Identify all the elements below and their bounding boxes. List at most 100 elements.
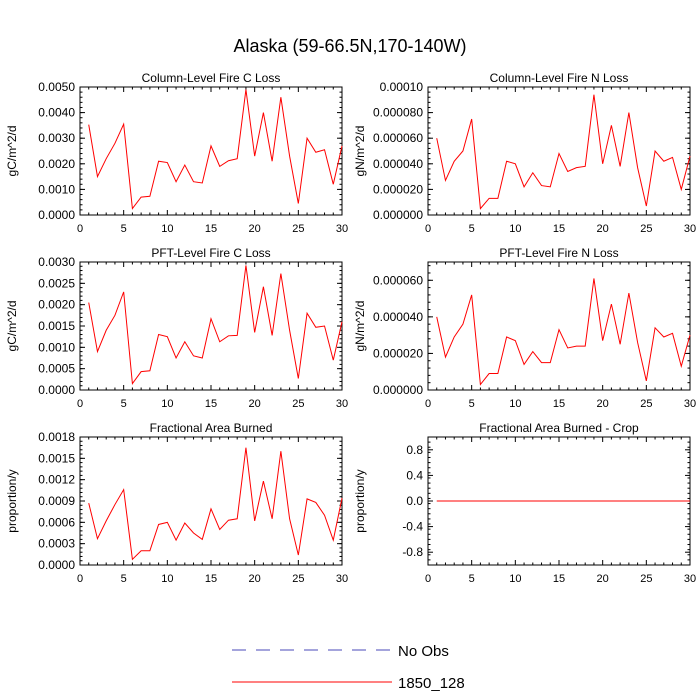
series-line-1850-128 bbox=[436, 278, 691, 386]
x-tick-label: 0 bbox=[77, 398, 83, 410]
x-tick-label: 5 bbox=[469, 398, 475, 410]
figure-title: Alaska (59-66.5N,170-140W) bbox=[233, 36, 466, 56]
y-tick-label: 0.0010 bbox=[38, 340, 75, 354]
y-axis-label: proportion/y bbox=[5, 469, 19, 532]
panel-title: PFT-Level Fire N Loss bbox=[499, 246, 618, 260]
y-tick-label: 0.0020 bbox=[38, 157, 75, 171]
x-tick-label: 20 bbox=[249, 398, 261, 410]
y-axis-label: gN/m^2/d bbox=[353, 301, 367, 352]
y-tick-label: 0.000080 bbox=[373, 106, 423, 120]
x-tick-label: 15 bbox=[553, 573, 565, 585]
series-line-1850-128 bbox=[88, 447, 343, 561]
plot-frame bbox=[79, 261, 343, 391]
legend-label-1850-128: 1850_128 bbox=[398, 675, 465, 692]
x-tick-label: 25 bbox=[292, 398, 304, 410]
x-tick-label: 15 bbox=[205, 573, 217, 585]
x-tick-label: 20 bbox=[597, 223, 609, 235]
y-tick-label: 0.000000 bbox=[373, 208, 423, 222]
plot-frame bbox=[79, 86, 343, 216]
x-tick-label: 20 bbox=[597, 573, 609, 585]
x-tick-label: 10 bbox=[161, 573, 173, 585]
x-tick-label: 0 bbox=[77, 223, 83, 235]
x-tick-label: 30 bbox=[684, 223, 696, 235]
chart-panel: PFT-Level Fire C Loss gC/m^2/d 0 5 10 15 20 25 3… bbox=[5, 246, 348, 410]
series-line-1850-128 bbox=[88, 89, 343, 210]
y-tick-label: -0.8 bbox=[402, 545, 423, 559]
y-tick-label: 0.0050 bbox=[38, 80, 75, 94]
series-line-1850-128 bbox=[88, 265, 343, 385]
chart-panel: PFT-Level Fire N Loss gN/m^2/d 0 5 10 15 20 25 3… bbox=[353, 246, 696, 410]
x-tick-label: 15 bbox=[553, 223, 565, 235]
plot-frame bbox=[427, 86, 691, 216]
y-tick-label: 0.0015 bbox=[38, 319, 75, 333]
x-tick-label: 15 bbox=[205, 223, 217, 235]
panel-title: Fractional Area Burned - Crop bbox=[479, 421, 639, 435]
y-tick-label: 0.0025 bbox=[38, 276, 75, 290]
y-tick-label: 0.000020 bbox=[373, 182, 423, 196]
plot-frame bbox=[427, 261, 691, 391]
y-tick-label: 0.0030 bbox=[38, 255, 75, 269]
x-tick-label: 15 bbox=[205, 398, 217, 410]
x-tick-label: 5 bbox=[121, 398, 127, 410]
chart-panel: Column-Level Fire C Loss gC/m^2/d 0 5 10 15 20… bbox=[5, 71, 348, 235]
panel-title: PFT-Level Fire C Loss bbox=[151, 246, 270, 260]
y-tick-label: 0.0000 bbox=[38, 558, 75, 572]
chart-panel: Fractional Area Burned proportion/y 0 5 10 15… bbox=[5, 421, 348, 585]
y-tick-label: 0.000040 bbox=[373, 310, 423, 324]
x-tick-label: 10 bbox=[509, 398, 521, 410]
y-tick-label: 0.0018 bbox=[38, 430, 75, 444]
panel-title: Fractional Area Burned bbox=[150, 421, 273, 435]
x-tick-label: 30 bbox=[684, 398, 696, 410]
chart-panel: Fractional Area Burned - Crop proportion/… bbox=[353, 421, 696, 585]
y-tick-label: 0.0006 bbox=[38, 515, 75, 529]
y-tick-label: 0.0000 bbox=[38, 383, 75, 397]
series-line-1850-128 bbox=[436, 94, 691, 210]
x-tick-label: 10 bbox=[161, 223, 173, 235]
x-tick-label: 25 bbox=[640, 573, 652, 585]
x-tick-label: 10 bbox=[161, 398, 173, 410]
panels: Column-Level Fire C Loss gC/m^2/d 0 5 10 15 20… bbox=[5, 71, 696, 585]
x-tick-label: 15 bbox=[553, 398, 565, 410]
y-tick-label: 0.00010 bbox=[380, 80, 424, 94]
panel-title: Column-Level Fire N Loss bbox=[490, 71, 629, 85]
y-tick-label: 0.0 bbox=[406, 494, 423, 508]
y-tick-label: 0.8 bbox=[406, 443, 423, 457]
y-tick-label: 0.000020 bbox=[373, 346, 423, 360]
y-tick-label: 0.0005 bbox=[38, 362, 75, 376]
y-tick-label: 0.0040 bbox=[38, 106, 75, 120]
y-axis-label: gC/m^2/d bbox=[5, 301, 19, 352]
y-tick-label: 0.000000 bbox=[373, 383, 423, 397]
x-tick-label: 30 bbox=[336, 398, 348, 410]
x-tick-label: 10 bbox=[509, 573, 521, 585]
legend: No Obs 1850_128 bbox=[232, 643, 465, 692]
x-tick-label: 30 bbox=[684, 573, 696, 585]
y-tick-label: 0.0012 bbox=[38, 473, 75, 487]
x-tick-label: 25 bbox=[640, 223, 652, 235]
x-tick-label: 30 bbox=[336, 223, 348, 235]
x-tick-label: 20 bbox=[597, 398, 609, 410]
x-tick-label: 30 bbox=[336, 573, 348, 585]
y-tick-label: 0.0000 bbox=[38, 208, 75, 222]
panel-title: Column-Level Fire C Loss bbox=[142, 71, 281, 85]
y-tick-label: 0.0015 bbox=[38, 451, 75, 465]
x-tick-label: 5 bbox=[469, 573, 475, 585]
y-tick-label: 0.0009 bbox=[38, 494, 75, 508]
legend-label-no-obs: No Obs bbox=[398, 643, 449, 660]
y-tick-label: 0.000060 bbox=[373, 131, 423, 145]
y-axis-label: gN/m^2/d bbox=[353, 126, 367, 177]
x-tick-label: 20 bbox=[249, 573, 261, 585]
y-tick-label: 0.0010 bbox=[38, 182, 75, 196]
x-tick-label: 25 bbox=[292, 573, 304, 585]
y-tick-label: 0.0020 bbox=[38, 298, 75, 312]
x-tick-label: 5 bbox=[121, 223, 127, 235]
y-tick-label: 0.0003 bbox=[38, 537, 75, 551]
x-tick-label: 0 bbox=[425, 223, 431, 235]
y-tick-label: -0.4 bbox=[402, 520, 423, 534]
x-tick-label: 0 bbox=[77, 573, 83, 585]
x-tick-label: 0 bbox=[425, 398, 431, 410]
x-tick-label: 25 bbox=[292, 223, 304, 235]
y-tick-label: 0.4 bbox=[406, 468, 423, 482]
y-tick-label: 0.0030 bbox=[38, 131, 75, 145]
x-tick-label: 10 bbox=[509, 223, 521, 235]
